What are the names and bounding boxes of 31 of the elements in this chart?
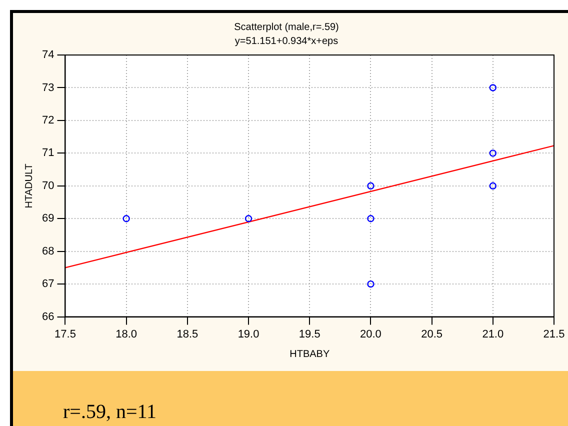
y-tick-label: 68 bbox=[42, 245, 54, 258]
x-tick-label: 19.0 bbox=[238, 328, 260, 340]
point bbox=[367, 182, 374, 190]
y-tick-label: 74 bbox=[42, 49, 54, 62]
x-tick-label: 19.5 bbox=[298, 328, 320, 340]
x-tick-label: 20.0 bbox=[360, 328, 382, 340]
x-tick-label: 17.5 bbox=[54, 328, 76, 340]
x-tick-label: 21.0 bbox=[482, 328, 504, 340]
y-tick-label: 72 bbox=[42, 114, 54, 126]
chart-title: Scatterplot (male,r=.59) bbox=[234, 22, 339, 33]
x-tick-label: 18.0 bbox=[116, 328, 138, 340]
point bbox=[122, 215, 130, 222]
text: r=.59, n=11 bbox=[63, 401, 156, 424]
x-tick-label: 18.5 bbox=[176, 328, 198, 340]
point bbox=[367, 280, 374, 288]
point bbox=[489, 182, 497, 190]
x-axis-title: HTBABY bbox=[290, 348, 330, 360]
chart-subtitle: y=51.151+0.934*x+eps bbox=[234, 36, 338, 47]
point bbox=[489, 84, 497, 92]
point bbox=[489, 150, 497, 157]
y-tick-label: 69 bbox=[42, 212, 54, 225]
x-tick-label: 21.5 bbox=[543, 328, 565, 340]
y-tick-label: 66 bbox=[42, 310, 54, 323]
point bbox=[244, 215, 252, 222]
x-tick-label: 20.5 bbox=[421, 328, 443, 340]
y-tick-label: 71 bbox=[42, 147, 54, 160]
y-tick-label: 67 bbox=[42, 278, 54, 290]
point bbox=[367, 215, 374, 222]
y-tick-label: 70 bbox=[42, 180, 54, 192]
y-axis-title: HTADULT bbox=[24, 164, 35, 208]
y-tick-label: 73 bbox=[42, 82, 54, 94]
